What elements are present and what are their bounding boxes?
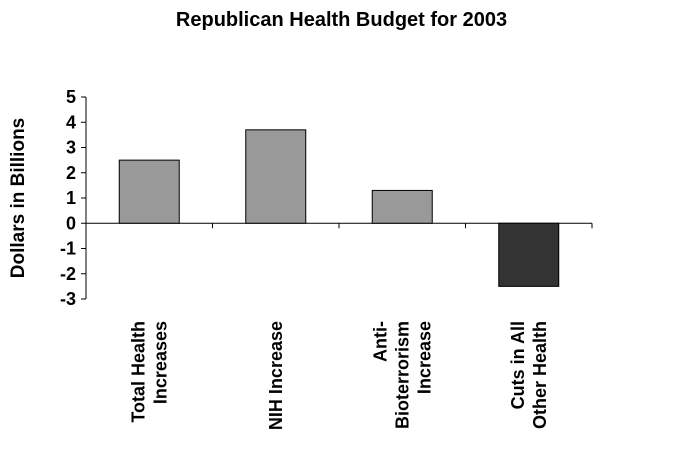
bar: [245, 129, 307, 224]
y-tick-label: 5: [66, 87, 76, 107]
category-label: Increase: [414, 321, 434, 394]
category-label: Increases: [150, 321, 170, 404]
bars: [118, 129, 560, 287]
y-tick-label: 2: [66, 163, 76, 183]
category-label: Bioterrorism: [392, 321, 412, 429]
y-tick-label: 1: [66, 188, 76, 208]
category-label: Cuts in All: [508, 321, 528, 409]
chart-title: Republican Health Budget for 2003: [175, 9, 508, 31]
bar: [498, 222, 560, 287]
y-tick-label: -2: [60, 264, 76, 284]
category-label: Other Health: [530, 321, 550, 429]
y-tick-label: -3: [60, 289, 76, 309]
category-labels: Total Health Increases NIH Increase Anti- Bi…: [128, 321, 550, 430]
category-label: Total Health: [128, 321, 148, 423]
y-tick-label: 0: [66, 213, 76, 233]
y-tick-label: 4: [66, 112, 76, 132]
y-tick-label: -1: [60, 239, 76, 259]
category-label: NIH Increase: [266, 321, 286, 430]
bar: [118, 159, 180, 224]
y-axis-label: Dollars in Billions: [8, 118, 29, 278]
bar: [371, 189, 433, 224]
y-tick-labels: 5 4 3 2 1 0 -1 -2 -3: [60, 87, 76, 309]
y-tick-label: 3: [66, 138, 76, 158]
category-label: Anti-: [370, 321, 390, 362]
